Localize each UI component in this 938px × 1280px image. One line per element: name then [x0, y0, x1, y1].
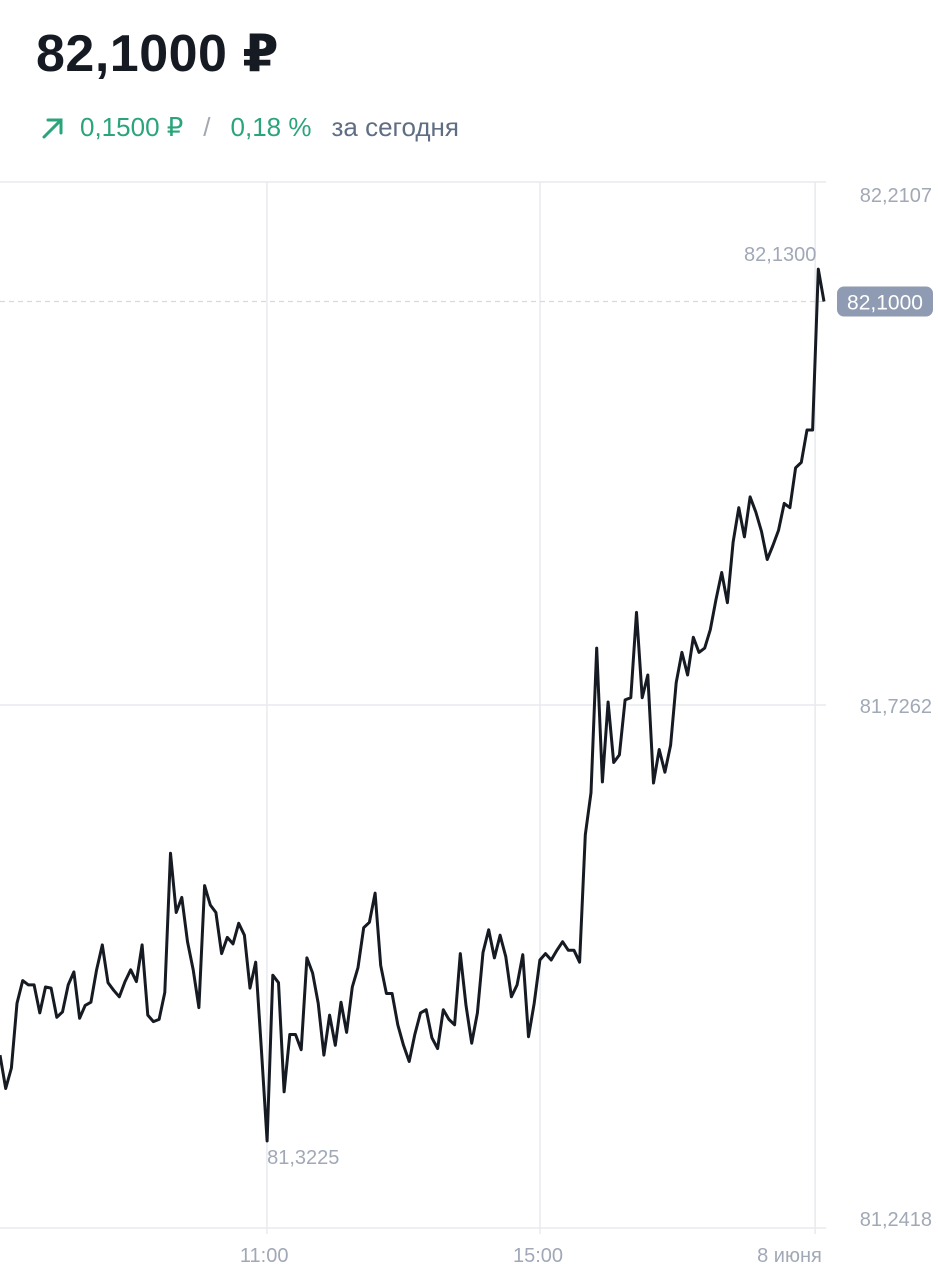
change-separator: /	[203, 112, 211, 142]
daily-change: 0,1500 ₽ / 0,18 % за сегодня	[40, 112, 459, 143]
change-percent: 0,18 %	[230, 112, 312, 142]
x-tick-label: 11:00	[240, 1245, 289, 1267]
change-absolute: 0,1500 ₽	[80, 112, 184, 142]
y-tick-label: 82,2107	[860, 185, 932, 207]
price-line	[0, 267, 826, 1143]
min-price-annotation: 81,3225	[267, 1147, 339, 1169]
current-price: 82,1000 ₽	[36, 25, 280, 83]
x-tick-label: 8 июня	[757, 1245, 822, 1267]
y-tick-label: 81,2418	[860, 1209, 932, 1231]
current-price-badge	[837, 286, 933, 317]
max-price-annotation: 82,1300	[744, 244, 816, 266]
x-tick-label: 15:00	[513, 1245, 563, 1267]
current-price-badge-label: 82,1000	[847, 292, 923, 315]
y-tick-label: 81,7262	[860, 696, 932, 718]
change-period: за сегодня	[331, 112, 459, 142]
arrow-up-right-icon	[42, 118, 63, 138]
